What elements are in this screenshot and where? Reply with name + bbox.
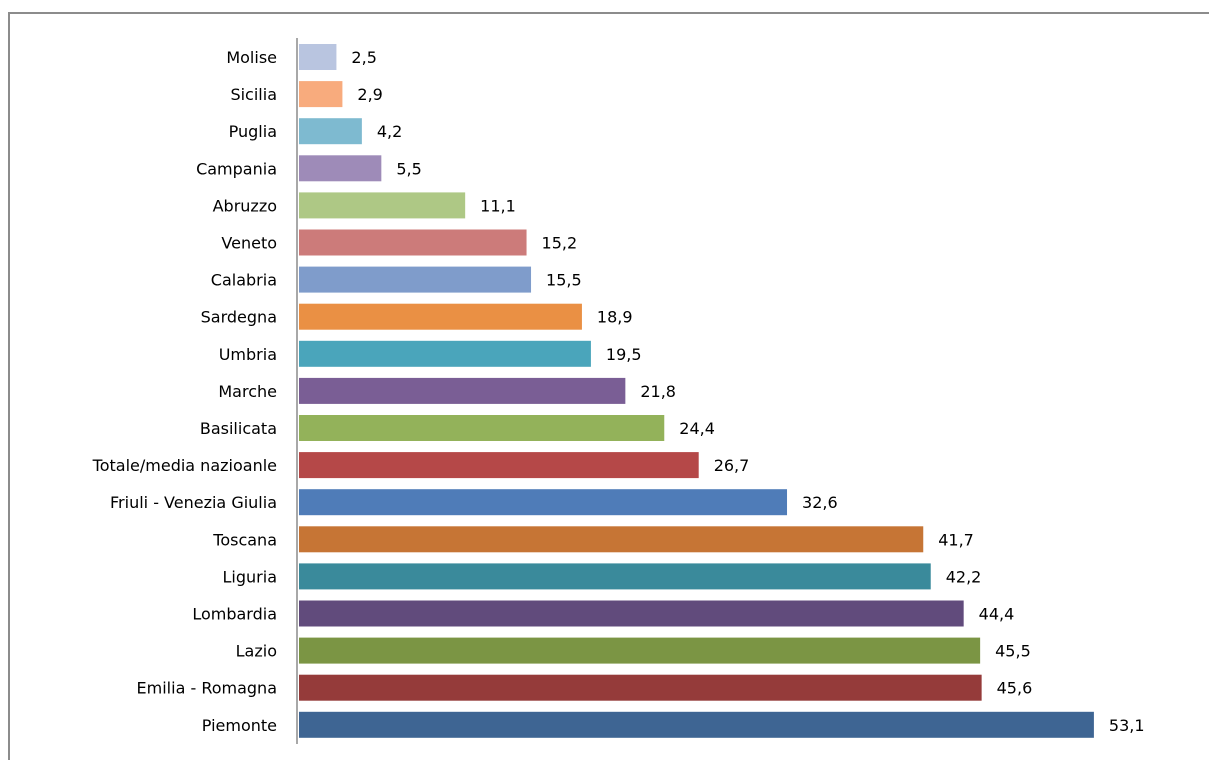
- value-label-1: 2,9: [357, 85, 382, 104]
- category-label-12: Friuli - Venezia Giulia: [110, 493, 277, 512]
- category-label-3: Campania: [196, 159, 277, 178]
- bar-11: [299, 452, 699, 479]
- bar-2: [299, 118, 362, 145]
- value-label-2: 4,2: [377, 122, 402, 141]
- value-label-10: 24,4: [679, 419, 715, 438]
- category-label-6: Calabria: [211, 271, 277, 290]
- bar-3: [299, 155, 382, 182]
- category-label-14: Liguria: [223, 567, 277, 586]
- category-label-16: Lazio: [236, 642, 277, 661]
- category-label-7: Sardegna: [201, 308, 277, 327]
- value-label-4: 11,1: [480, 196, 516, 215]
- value-label-0: 2,5: [351, 48, 376, 67]
- category-label-9: Marche: [218, 382, 277, 401]
- value-label-5: 15,2: [542, 234, 578, 253]
- value-label-6: 15,5: [546, 271, 582, 290]
- value-label-18: 53,1: [1109, 716, 1145, 735]
- value-label-12: 32,6: [802, 493, 838, 512]
- value-label-17: 45,6: [997, 679, 1033, 698]
- bar-18: [299, 711, 1094, 738]
- category-label-13: Toscana: [212, 530, 277, 549]
- bar-13: [299, 526, 924, 553]
- frame-left-border: [8, 12, 10, 760]
- value-label-9: 21,8: [640, 382, 676, 401]
- value-label-13: 41,7: [938, 530, 974, 549]
- category-label-0: Molise: [226, 48, 277, 67]
- value-label-11: 26,7: [714, 456, 750, 475]
- bar-15: [299, 600, 964, 627]
- category-label-8: Umbria: [219, 345, 277, 364]
- bar-10: [299, 415, 665, 441]
- value-label-7: 18,9: [597, 308, 633, 327]
- frame-top-border: [8, 12, 1209, 14]
- bar-5: [299, 229, 527, 256]
- category-label-2: Puglia: [229, 122, 277, 141]
- bar-6: [299, 266, 532, 293]
- bar-1: [299, 81, 343, 108]
- bar-0: [299, 44, 337, 70]
- category-label-4: Abruzzo: [213, 196, 277, 215]
- bar-9: [299, 377, 626, 404]
- bar-12: [299, 489, 788, 516]
- category-label-15: Lombardia: [192, 605, 277, 624]
- bar-16: [299, 637, 981, 664]
- category-label-18: Piemonte: [202, 716, 277, 735]
- bar-14: [299, 563, 931, 590]
- value-label-8: 19,5: [606, 345, 642, 364]
- category-label-10: Basilicata: [200, 419, 277, 438]
- bar-17: [299, 674, 982, 701]
- bar-4: [299, 192, 466, 219]
- category-label-5: Veneto: [221, 234, 277, 253]
- category-label-17: Emilia - Romagna: [137, 679, 277, 698]
- value-label-3: 5,5: [396, 159, 421, 178]
- bar-7: [299, 303, 582, 330]
- category-label-11: Totale/media nazioanle: [92, 456, 277, 475]
- value-label-14: 42,2: [946, 567, 982, 586]
- category-label-1: Sicilia: [230, 85, 277, 104]
- bar-8: [299, 340, 591, 367]
- value-label-15: 44,4: [979, 605, 1015, 624]
- value-label-16: 45,5: [995, 642, 1031, 661]
